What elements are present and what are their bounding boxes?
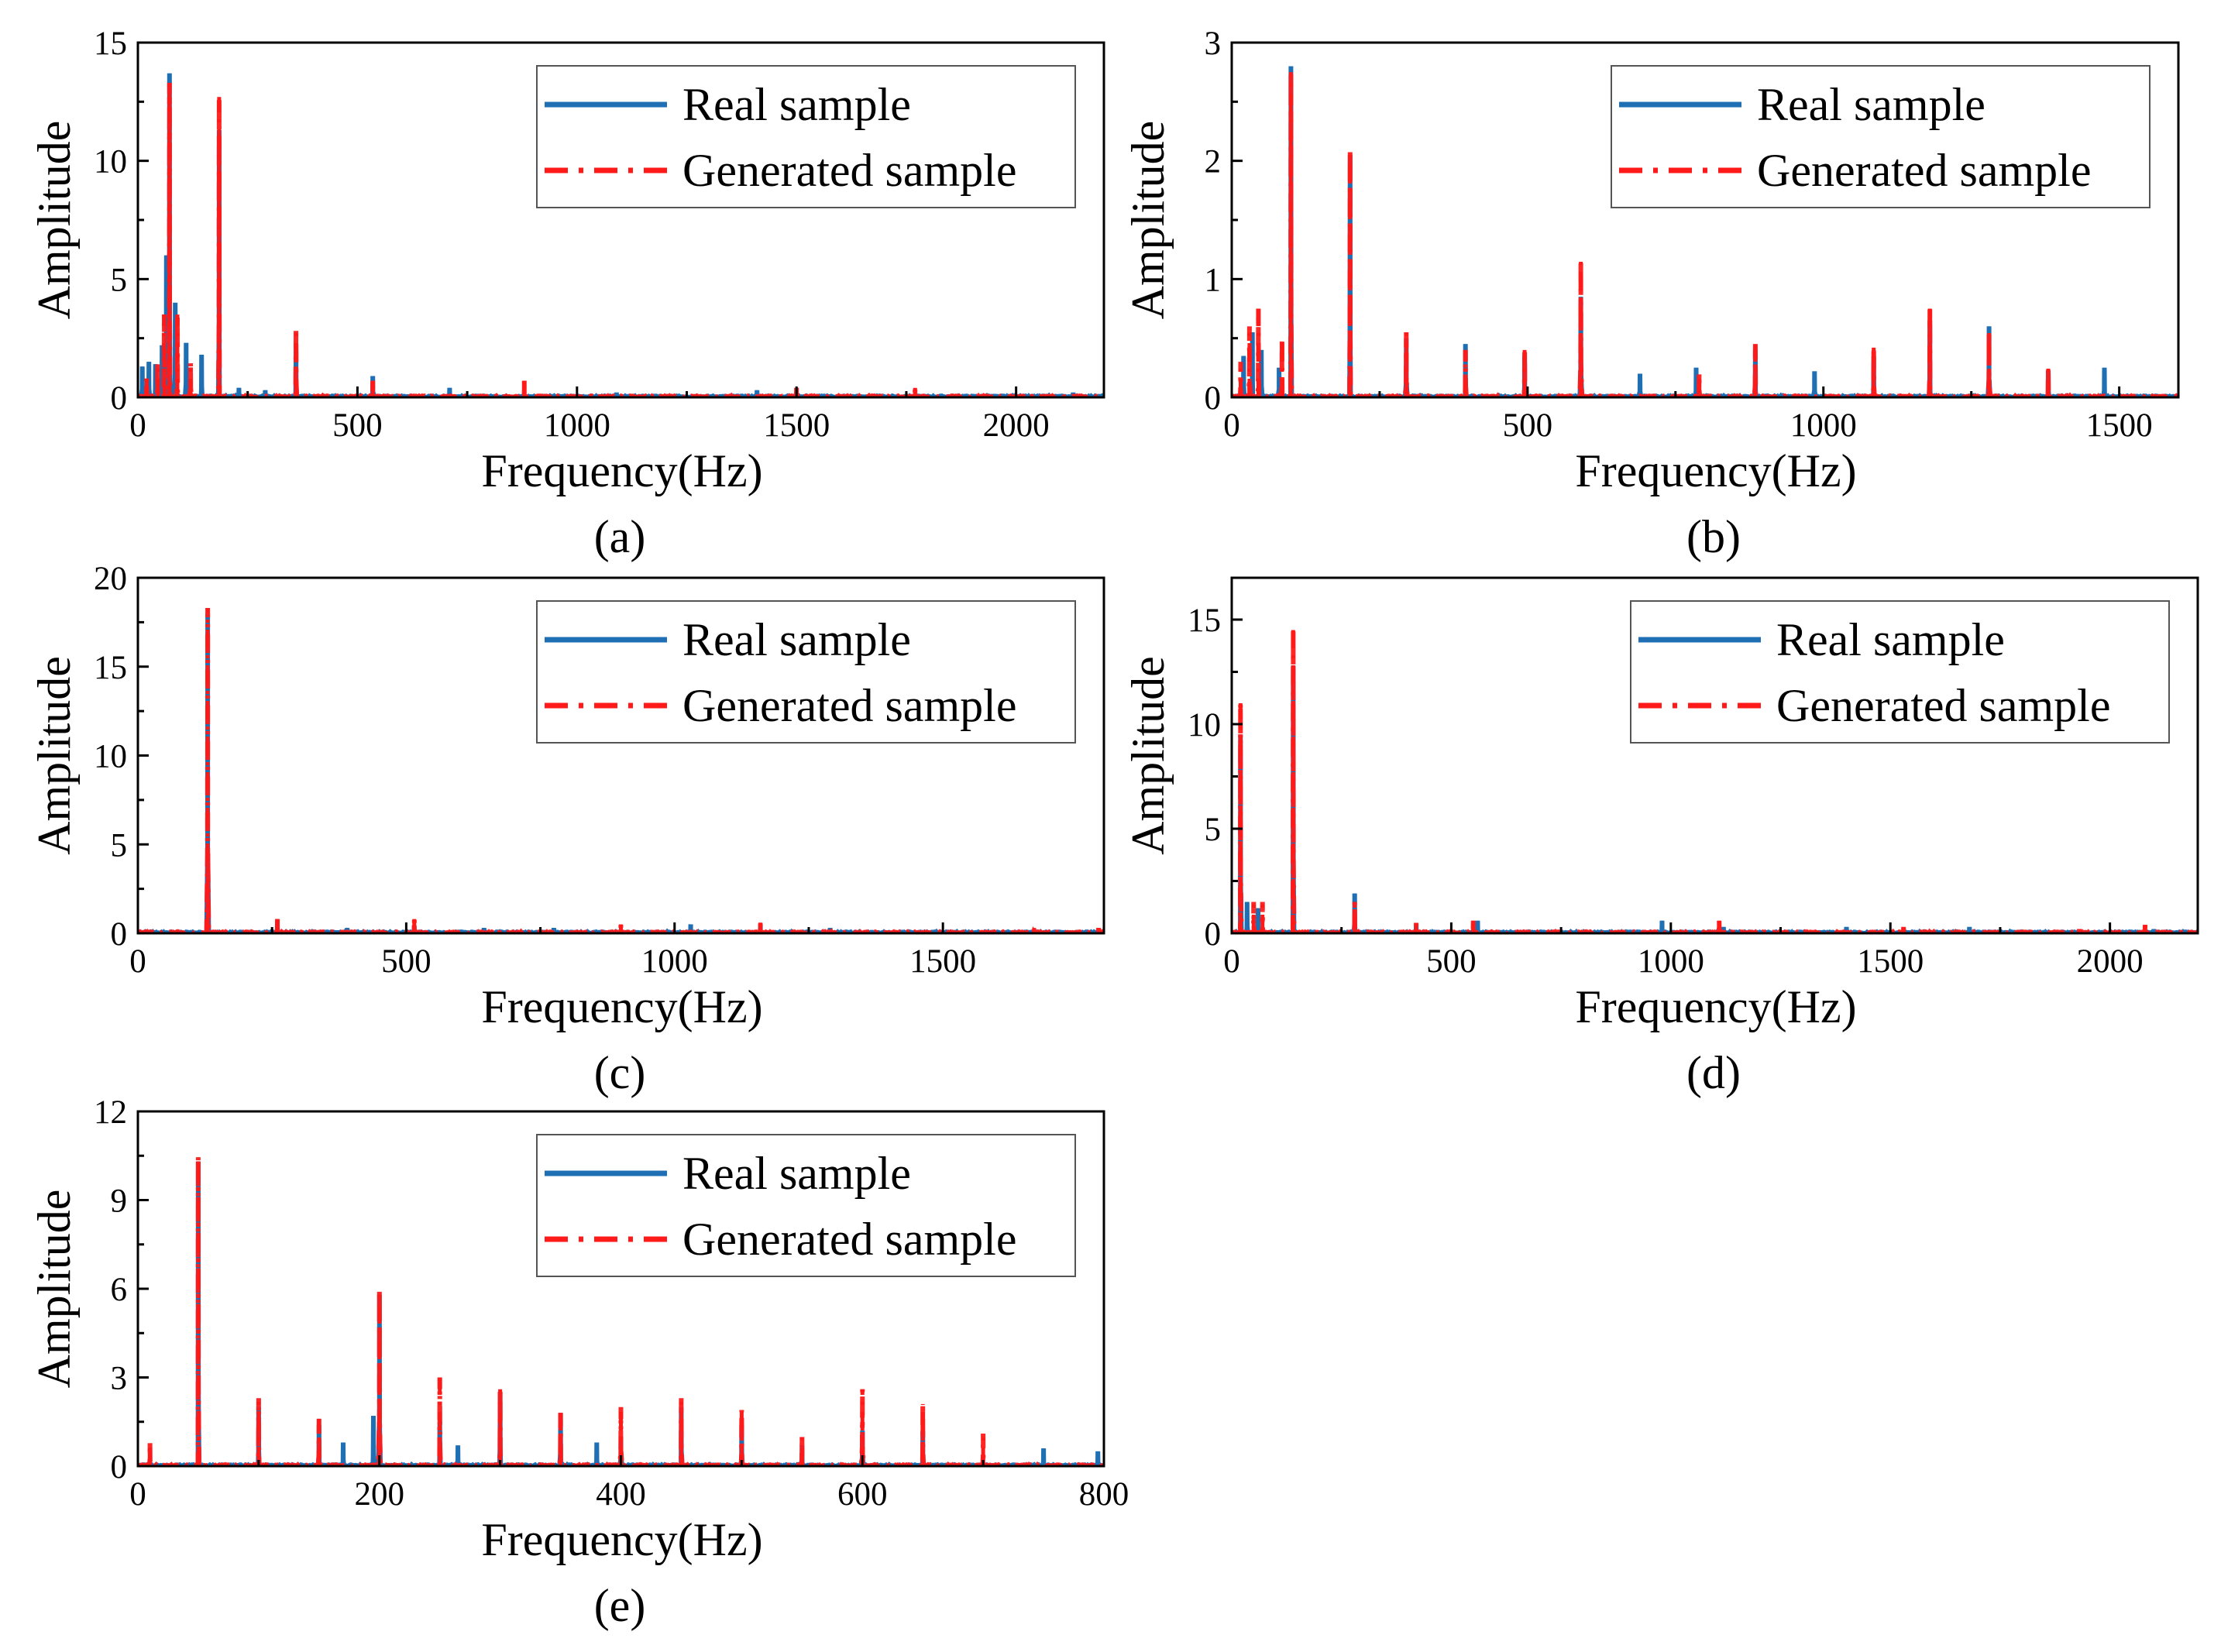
legend: Real sample Generated sample — [1611, 65, 2151, 208]
y-axis-label: Amplitude — [1123, 656, 1174, 855]
y-tick-label: 15 — [94, 26, 127, 62]
y-tick-label: 0 — [1205, 380, 1222, 417]
x-tick-label: 1000 — [641, 943, 708, 980]
x-tick-label: 0 — [1223, 943, 1240, 980]
x-tick-label: 1500 — [1857, 943, 1924, 980]
legend: Real sample Generated sample — [536, 600, 1076, 744]
legend-box — [1630, 600, 2170, 744]
y-tick-label: 15 — [94, 650, 127, 686]
x-tick-label: 0 — [129, 943, 146, 980]
y-tick-label: 6 — [111, 1272, 128, 1308]
chart-panel-3: 0 500 1000 1500 0 5 10 15 20 Frequency(Hz) Amplitu… — [29, 561, 1105, 1098]
y-axis-label: Amplitude — [29, 1190, 80, 1389]
y-tick-label: 12 — [94, 1094, 127, 1131]
legend: Real sample Generated sample — [536, 1134, 1076, 1277]
legend: Real sample Generated sample — [1630, 600, 2170, 744]
y-tick-label: 20 — [94, 561, 127, 597]
y-tick-label: 0 — [111, 1449, 128, 1485]
legend-real-label: Real sample — [682, 1148, 911, 1199]
plot-frame — [1230, 576, 2199, 935]
panel-caption: (e) — [594, 1580, 646, 1631]
x-tick-label: 1000 — [544, 407, 610, 444]
x-tick-label: 500 — [1426, 943, 1477, 980]
legend-box — [536, 600, 1076, 744]
y-tick-label: 0 — [111, 916, 128, 953]
y-tick-label: 9 — [111, 1183, 128, 1220]
x-tick-label: 1000 — [1638, 943, 1704, 980]
x-tick-label: 600 — [837, 1476, 888, 1513]
x-tick-label: 1500 — [763, 407, 830, 444]
x-tick-label: 400 — [596, 1476, 646, 1513]
x-axis-label: Frequency(Hz) — [481, 445, 762, 496]
x-tick-label: 500 — [332, 407, 383, 444]
legend-generated-label: Generated sample — [682, 680, 1016, 731]
y-tick-label: 0 — [111, 380, 128, 417]
legend-real-label: Real sample — [1757, 79, 1985, 130]
x-tick-label: 1000 — [1790, 407, 1857, 444]
panel-caption: (c) — [594, 1047, 646, 1098]
panel-caption: (d) — [1686, 1047, 1741, 1098]
x-tick-label: 500 — [1503, 407, 1553, 444]
y-tick-label: 5 — [111, 827, 128, 864]
y-axis-label: Amplitude — [29, 656, 80, 855]
x-tick-label: 1500 — [2086, 407, 2153, 444]
x-axis-label: Frequency(Hz) — [481, 981, 762, 1032]
x-tick-label: 800 — [1079, 1476, 1129, 1513]
chart-panel-4: 0 500 1000 1500 2000 0 5 10 15 Frequency(Hz) Ampli… — [1123, 576, 2199, 1098]
legend-real-label: Real sample — [682, 614, 911, 665]
panel-caption: (b) — [1686, 511, 1741, 562]
y-tick-label: 5 — [111, 262, 128, 298]
y-tick-label: 10 — [94, 739, 127, 775]
chart-panel-2: 0 500 1000 1500 0 1 2 3 Frequency(Hz) Amplitude (b… — [1123, 26, 2180, 562]
x-axis-label: Frequency(Hz) — [1575, 981, 1856, 1032]
y-axis-label: Amplitude — [1123, 121, 1174, 320]
y-tick-label: 10 — [94, 144, 127, 180]
legend: Real sample Generated sample — [536, 65, 1076, 208]
legend-real-label: Real sample — [1776, 614, 2005, 665]
legend-generated-label: Generated sample — [1776, 680, 2110, 731]
legend-generated-label: Generated sample — [682, 145, 1016, 196]
legend-real-label: Real sample — [682, 79, 911, 130]
x-tick-label: 1500 — [909, 943, 976, 980]
x-tick-label: 200 — [355, 1476, 405, 1513]
chart-panel-5: 0 200 400 600 800 0 3 6 9 12 Frequency(Hz) Amplitud… — [29, 1094, 1129, 1631]
x-tick-label: 0 — [129, 407, 146, 444]
x-tick-label: 0 — [1223, 407, 1240, 444]
legend-box — [536, 65, 1076, 208]
legend-box — [1611, 65, 2151, 208]
x-axis-label: Frequency(Hz) — [481, 1514, 762, 1565]
panel-caption: (a) — [594, 511, 646, 562]
y-tick-label: 2 — [1205, 144, 1222, 180]
y-tick-label: 3 — [111, 1361, 128, 1397]
legend-generated-label: Generated sample — [682, 1214, 1016, 1265]
y-tick-label: 10 — [1188, 707, 1221, 744]
y-tick-label: 5 — [1205, 812, 1222, 848]
legend-box — [536, 1134, 1076, 1277]
x-tick-label: 2000 — [983, 407, 1050, 444]
x-axis-label: Frequency(Hz) — [1575, 445, 1856, 496]
y-tick-label: 15 — [1188, 603, 1221, 639]
legend-generated-label: Generated sample — [1757, 145, 2091, 196]
y-axis-label: Amplitude — [29, 121, 80, 320]
y-tick-label: 3 — [1205, 26, 1222, 62]
x-tick-label: 2000 — [2077, 943, 2144, 980]
x-tick-label: 500 — [381, 943, 431, 980]
y-tick-label: 1 — [1205, 262, 1222, 298]
x-tick-label: 0 — [129, 1476, 146, 1513]
chart-panel-1: 0 500 1000 1500 2000 0 5 10 15 Frequency(Hz) Ampli… — [29, 26, 1105, 562]
y-tick-label: 0 — [1205, 916, 1222, 953]
